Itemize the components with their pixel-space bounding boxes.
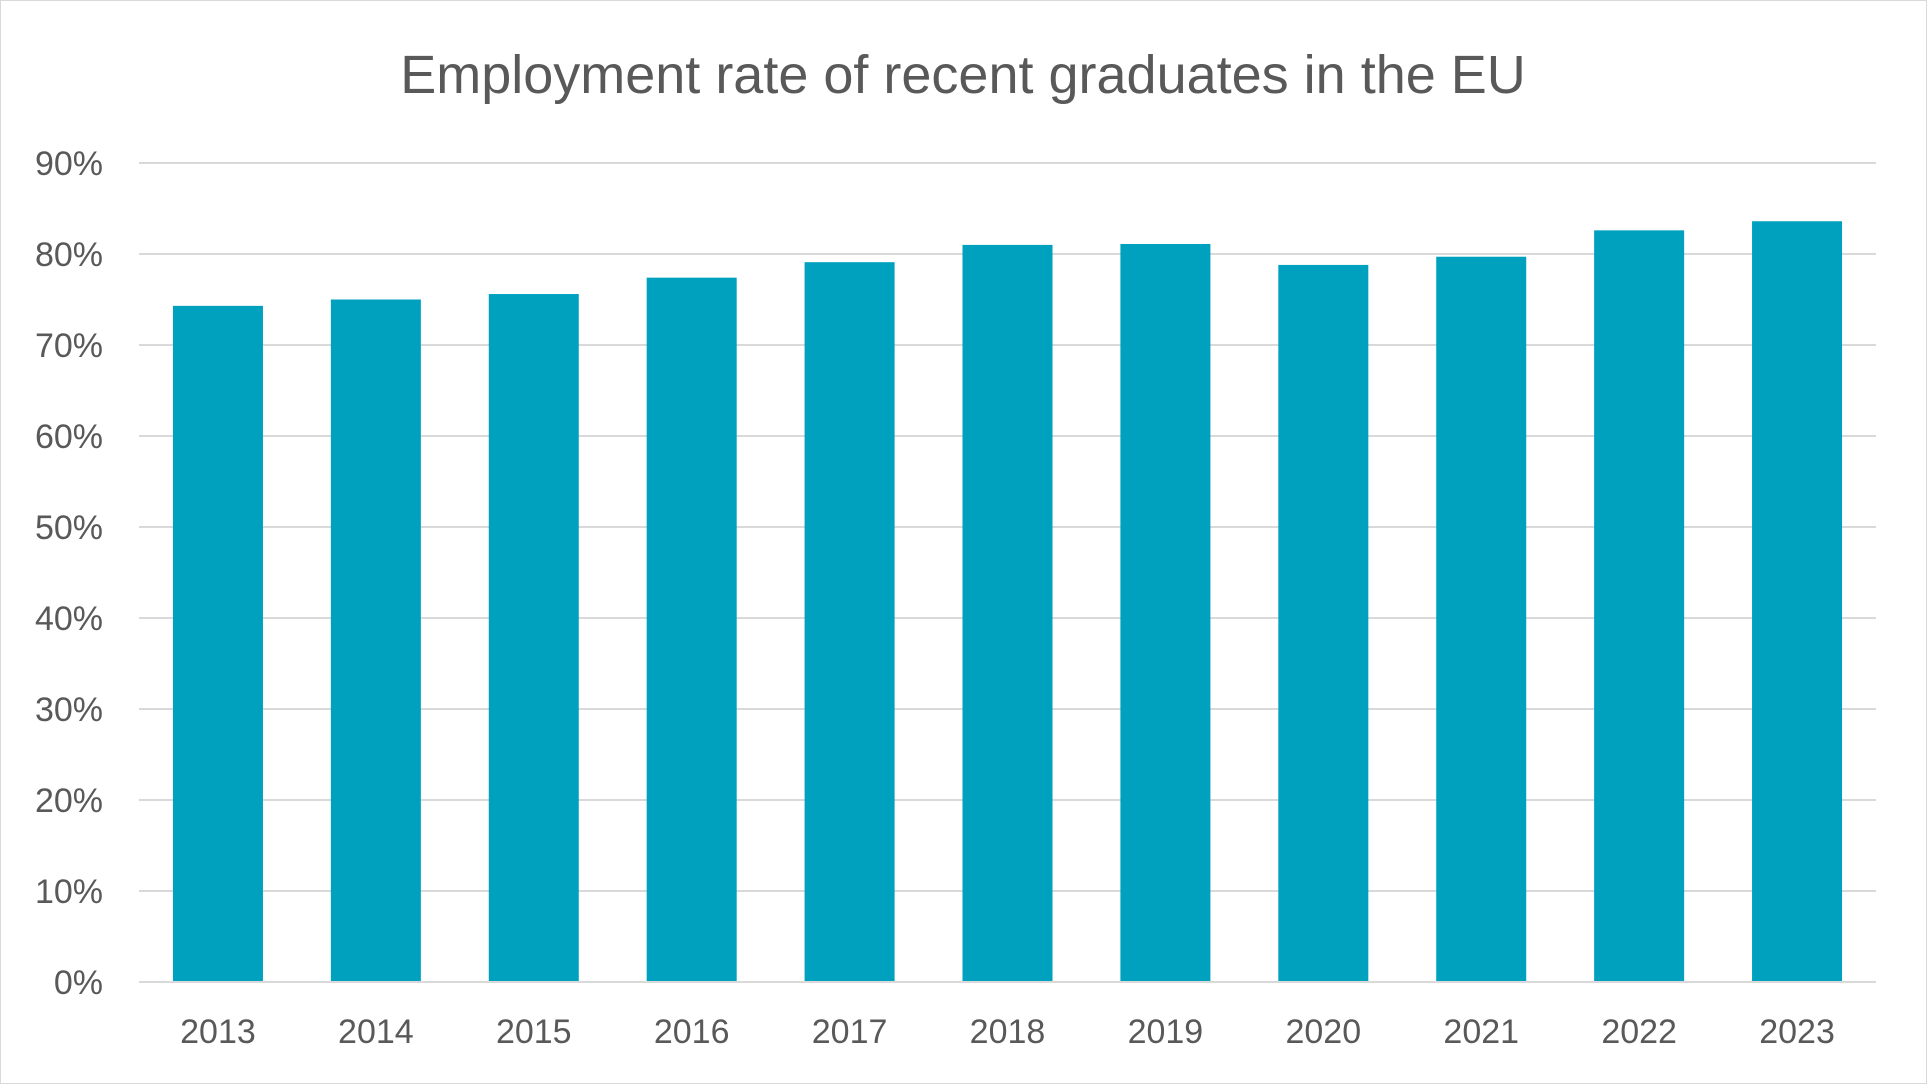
x-tick-label: 2018 — [970, 1013, 1046, 1051]
y-tick-label: 90% — [35, 145, 103, 183]
bar-2022 — [1594, 230, 1685, 983]
bar-2014 — [330, 299, 421, 982]
y-tick-label: 50% — [35, 509, 103, 547]
x-tick-label: 2017 — [812, 1013, 888, 1051]
y-tick-label: 10% — [35, 873, 103, 911]
x-tick-label: 2016 — [654, 1013, 730, 1051]
x-tick-label: 2015 — [496, 1013, 572, 1051]
bar-2016 — [646, 277, 737, 982]
bar-2018 — [962, 244, 1053, 982]
bar-2019 — [1120, 243, 1211, 983]
y-tick-label: 0% — [54, 964, 103, 1002]
bar-2021 — [1436, 256, 1527, 982]
bar-2017 — [804, 262, 895, 982]
bar-2015 — [488, 294, 579, 982]
y-tick-label: 60% — [35, 418, 103, 456]
x-tick-label: 2013 — [180, 1013, 256, 1051]
x-tick-label: 2023 — [1759, 1013, 1835, 1051]
y-tick-label: 40% — [35, 600, 103, 638]
y-tick-label: 30% — [35, 691, 103, 729]
y-tick-label: 80% — [35, 236, 103, 274]
chart-title: Employment rate of recent graduates in t… — [400, 45, 1526, 105]
y-tick-label: 20% — [35, 782, 103, 820]
y-tick-label: 70% — [35, 327, 103, 365]
bar-2013 — [172, 305, 263, 982]
x-tick-label: 2022 — [1601, 1013, 1677, 1051]
bars — [172, 221, 1843, 983]
bar-2023 — [1752, 221, 1843, 983]
y-axis-tick-labels: 0% 10% 20% 30% 40% 50% 60% 70% 80% 90% — [35, 145, 103, 1002]
x-tick-label: 2019 — [1128, 1013, 1204, 1051]
x-tick-label: 2014 — [338, 1013, 414, 1051]
bar-2020 — [1278, 264, 1369, 982]
x-axis-tick-labels: 2013 2014 2015 2016 2017 2018 2019 2020 2021 2022… — [180, 1013, 1835, 1051]
x-tick-label: 2020 — [1285, 1013, 1361, 1051]
x-tick-label: 2021 — [1443, 1013, 1519, 1051]
